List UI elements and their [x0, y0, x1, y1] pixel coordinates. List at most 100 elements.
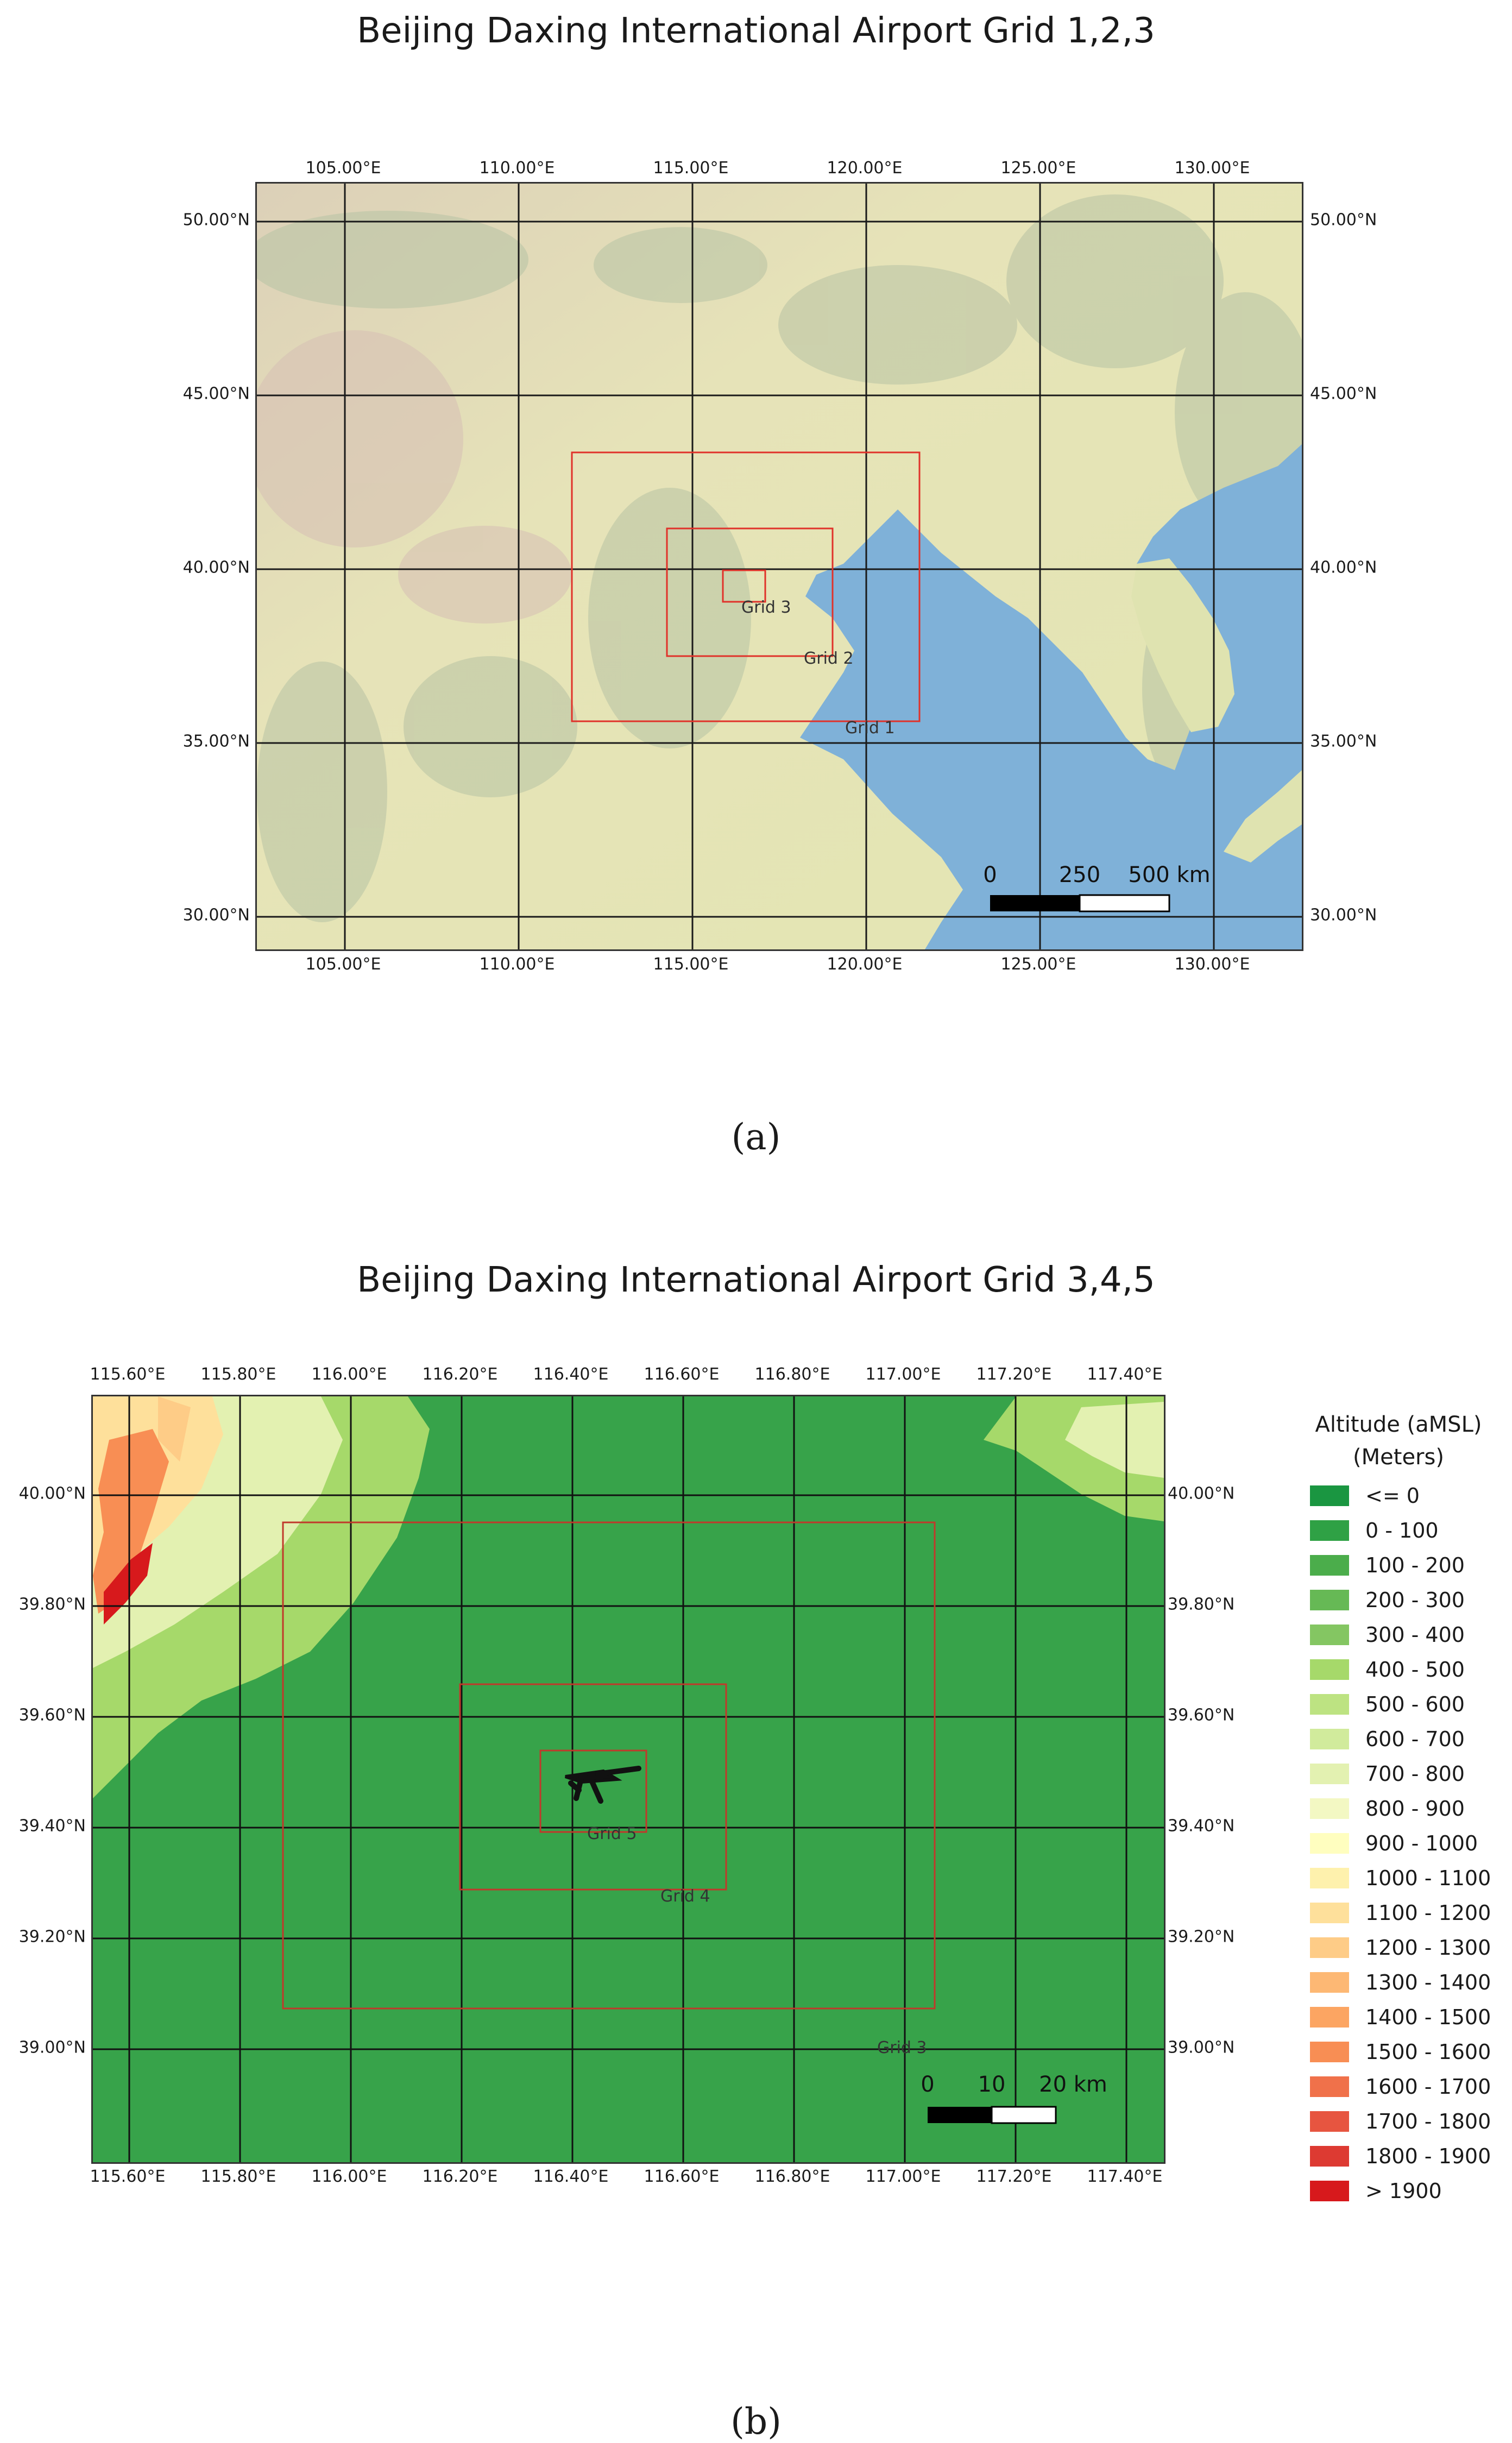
panel-a-lat-tick-right: 50.00°N: [1310, 210, 1377, 230]
panel-b-lon-tick-top: 115.80°E: [200, 1365, 276, 1384]
panel-a-lon-tick-top: 110.00°E: [479, 159, 555, 178]
panel-b-lon-tick-bottom: 115.60°E: [90, 2167, 166, 2186]
panel-b-lat-tick-left: 39.40°N: [18, 1816, 86, 1836]
legend-item: 300 - 400: [1310, 1617, 1465, 1652]
panel-a-lon-tick-bottom: 120.00°E: [827, 955, 903, 974]
legend-item: > 1900: [1310, 2174, 1442, 2208]
legend-swatch: [1310, 1555, 1349, 1576]
panel-a-lon-tick-bottom: 105.00°E: [305, 955, 381, 974]
western-mountains: [93, 1396, 430, 1798]
panel-a-lat-tick-left: 35.00°N: [182, 732, 250, 751]
legend-label: 1800 - 1900: [1365, 2144, 1491, 2168]
panel-b-lon-tick-bottom: 117.00°E: [865, 2167, 941, 2186]
panel-b-lon-tick-top: 116.00°E: [311, 1365, 387, 1384]
grid-2-box: [666, 527, 834, 657]
panel-b-lat-tick-left: 39.00°N: [18, 2038, 86, 2057]
scale-label-20: 20 km: [1039, 2072, 1107, 2097]
panel-b-lon-tick-top: 117.20°E: [976, 1365, 1052, 1384]
panel-b-lat-tick-right: 40.00°N: [1168, 1484, 1235, 1503]
legend-label: 700 - 800: [1365, 1762, 1465, 1786]
panel-a-lat-tick-right: 45.00°N: [1310, 384, 1377, 404]
panel-a-lon-tick-bottom: 110.00°E: [479, 955, 555, 974]
panel-a-map-svg: [257, 184, 1302, 949]
panel-a-lat-tick-left: 30.00°N: [182, 905, 250, 925]
legend-item: 800 - 900: [1310, 1791, 1465, 1826]
panel-a-title: Beijing Daxing International Airport Gri…: [357, 11, 1155, 51]
legend-item: 1700 - 1800: [1310, 2104, 1491, 2139]
panel-a-scale-bar: [990, 894, 1170, 912]
legend-label: <= 0: [1365, 1484, 1420, 1508]
legend-swatch: [1310, 1590, 1349, 1610]
panel-b-map: Grid 5 Grid 4 Grid 3 0 10 20 km: [91, 1395, 1166, 2164]
panel-b-lat-tick-right: 39.80°N: [1168, 1595, 1235, 1614]
panel-a-map: Grid 3 Grid 2 Grid 1 0 250 500 km: [255, 182, 1303, 951]
legend-label: 1000 - 1100: [1365, 1866, 1491, 1890]
grid-5-box: [539, 1749, 647, 1833]
legend-label: 1400 - 1500: [1365, 2005, 1491, 2029]
legend-label: 1500 - 1600: [1365, 2040, 1491, 2064]
legend-item: 1100 - 1200: [1310, 1896, 1491, 1930]
grid-2-label: Grid 2: [804, 649, 854, 668]
panel-b-lat-tick-right: 39.00°N: [1168, 2038, 1235, 2057]
legend-label: 0 - 100: [1365, 1519, 1439, 1542]
legend-item: 200 - 300: [1310, 1583, 1465, 1617]
legend-swatch: [1310, 2111, 1349, 2132]
legend-swatch: [1310, 2146, 1349, 2167]
legend-label: 1300 - 1400: [1365, 1970, 1491, 1994]
legend-item: 500 - 600: [1310, 1687, 1465, 1722]
panel-a-lat-tick-left: 45.00°N: [182, 384, 250, 404]
japan-island: [1224, 770, 1302, 862]
grid-3-label: Grid 3: [741, 598, 791, 617]
legend-label: 1200 - 1300: [1365, 1936, 1491, 1960]
legend-item: 100 - 200: [1310, 1548, 1465, 1583]
scale-label-0: 0: [983, 862, 997, 887]
legend-item: 1600 - 1700: [1310, 2069, 1491, 2104]
panel-a-lon-tick-top: 105.00°E: [305, 159, 381, 178]
desert-tint: [257, 330, 572, 624]
panel-b-lon-tick-top: 116.60°E: [644, 1365, 720, 1384]
panel-b-caption: (b): [730, 2401, 782, 2442]
panel-b-lat-tick-left: 39.60°N: [18, 1705, 86, 1725]
panel-b-lat-tick-right: 39.60°N: [1168, 1705, 1235, 1725]
grid-5-label: Grid 5: [587, 1824, 637, 1843]
graticule: [93, 1396, 1164, 2162]
legend-item: 700 - 800: [1310, 1756, 1465, 1791]
panel-a-caption: (a): [731, 1116, 781, 1158]
legend-swatch: [1310, 1937, 1349, 1958]
legend-label: > 1900: [1365, 2179, 1442, 2203]
legend-label: 1100 - 1200: [1365, 1901, 1491, 1925]
panel-b-lon-tick-top: 117.00°E: [865, 1365, 941, 1384]
legend-swatch: [1310, 1764, 1349, 1784]
legend-label: 600 - 700: [1365, 1727, 1465, 1751]
legend-swatch: [1310, 1903, 1349, 1923]
legend-swatch: [1310, 1659, 1349, 1680]
legend-swatch: [1310, 1694, 1349, 1715]
grid-3-label: Grid 3: [877, 2038, 927, 2057]
panel-a-lon-tick-bottom: 115.00°E: [653, 955, 729, 974]
legend-item: 1800 - 1900: [1310, 2139, 1491, 2174]
legend-title: Altitude (aMSL): [1315, 1412, 1482, 1437]
panel-a-lon-tick-bottom: 130.00°E: [1174, 955, 1250, 974]
legend-item: 1000 - 1100: [1310, 1861, 1491, 1896]
panel-b-lon-tick-bottom: 116.20°E: [422, 2167, 498, 2186]
panel-a-lat-tick-right: 30.00°N: [1310, 905, 1377, 925]
legend-item: 400 - 500: [1310, 1652, 1465, 1687]
legend-label: 500 - 600: [1365, 1692, 1465, 1716]
graticule: [257, 184, 1302, 949]
legend-item: 600 - 700: [1310, 1722, 1465, 1756]
northeast-hills: [984, 1396, 1164, 1521]
scale-label-250: 250: [1059, 862, 1101, 887]
legend-swatch: [1310, 2007, 1349, 2028]
panel-a-lon-tick-top: 130.00°E: [1174, 159, 1250, 178]
legend-item: 1300 - 1400: [1310, 1965, 1491, 2000]
grid-1-box: [571, 451, 921, 722]
legend-swatch: [1310, 1833, 1349, 1854]
panel-b-lon-tick-top: 117.40°E: [1087, 1365, 1163, 1384]
legend-swatch: [1310, 1972, 1349, 1993]
panel-b-lon-tick-bottom: 117.40°E: [1087, 2167, 1163, 2186]
scale-label-10: 10: [978, 2072, 1006, 2097]
panel-b-lon-tick-bottom: 115.80°E: [200, 2167, 276, 2186]
panel-a-lon-tick-top: 115.00°E: [653, 159, 729, 178]
legend-label: 900 - 1000: [1365, 1831, 1478, 1855]
legend-item: 900 - 1000: [1310, 1826, 1478, 1861]
